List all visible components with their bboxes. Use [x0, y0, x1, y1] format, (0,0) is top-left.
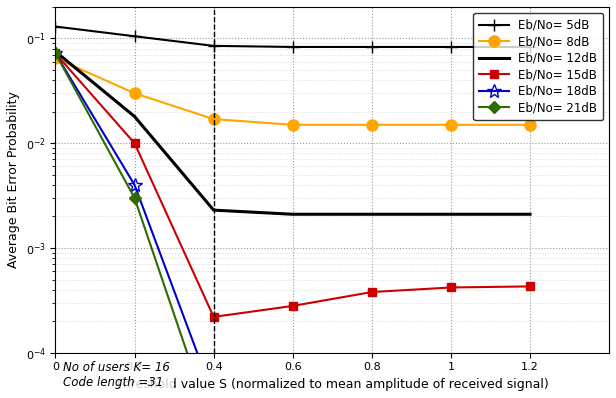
Text: S=0.4: S=0.4 [0, 397, 1, 398]
Y-axis label: Average Bit Error Probability: Average Bit Error Probability [7, 92, 20, 268]
Line: Eb/No= 12dB: Eb/No= 12dB [55, 52, 530, 214]
Line: Eb/No= 8dB: Eb/No= 8dB [50, 53, 535, 131]
Eb/No= 5dB [526, 45, 533, 49]
Eb/No= 5dB [210, 43, 217, 48]
Eb/No= 18dB [526, 374, 533, 378]
Eb/No= 15dB [289, 304, 296, 308]
Eb/No= 8dB [210, 117, 217, 121]
Eb/No= 21dB [131, 196, 138, 201]
Eb/No= 12dB [526, 212, 533, 217]
Eb/No= 12dB [210, 208, 217, 213]
X-axis label: Threshold value S (normalized to mean amplitude of received signal): Threshold value S (normalized to mean am… [115, 378, 549, 391]
Line: Eb/No= 18dB: Eb/No= 18dB [49, 47, 537, 398]
Eb/No= 12dB [289, 212, 296, 217]
Eb/No= 5dB [52, 24, 59, 29]
Eb/No= 18dB [52, 51, 59, 56]
Eb/No= 8dB [526, 123, 533, 127]
Eb/No= 12dB [368, 212, 376, 217]
Legend: Eb/No= 5dB, Eb/No= 8dB, Eb/No= 12dB, Eb/No= 15dB, Eb/No= 18dB, Eb/No= 21dB: Eb/No= 5dB, Eb/No= 8dB, Eb/No= 12dB, Eb/… [473, 13, 603, 120]
Eb/No= 8dB [52, 56, 59, 60]
Eb/No= 15dB [131, 141, 138, 146]
Line: Eb/No= 15dB: Eb/No= 15dB [51, 49, 534, 321]
Eb/No= 12dB [447, 212, 455, 217]
Eb/No= 8dB [289, 123, 296, 127]
Eb/No= 5dB [131, 34, 138, 39]
Eb/No= 15dB [526, 284, 533, 289]
Eb/No= 21dB [52, 51, 59, 56]
Eb/No= 8dB [131, 91, 138, 96]
Eb/No= 15dB [52, 51, 59, 56]
Eb/No= 8dB [447, 123, 455, 127]
Eb/No= 5dB [289, 45, 296, 49]
Text: No of users K= 16
Code length =31: No of users K= 16 Code length =31 [63, 361, 170, 389]
Line: Eb/No= 21dB: Eb/No= 21dB [51, 49, 534, 398]
Eb/No= 5dB [368, 45, 376, 49]
Eb/No= 12dB [52, 49, 59, 54]
Eb/No= 5dB [447, 45, 455, 49]
Eb/No= 12dB [131, 114, 138, 119]
Eb/No= 15dB [368, 290, 376, 295]
Eb/No= 18dB [210, 394, 217, 398]
Eb/No= 15dB [210, 314, 217, 319]
Line: Eb/No= 5dB: Eb/No= 5dB [50, 21, 535, 53]
Eb/No= 15dB [447, 285, 455, 290]
Eb/No= 18dB [131, 183, 138, 187]
Eb/No= 8dB [368, 123, 376, 127]
